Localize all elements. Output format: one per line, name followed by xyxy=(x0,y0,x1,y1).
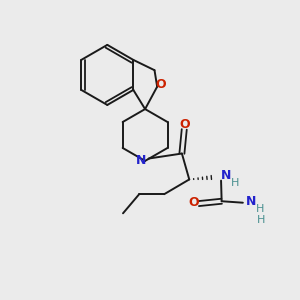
Text: H: H xyxy=(257,215,265,225)
Text: O: O xyxy=(156,78,166,91)
Text: O: O xyxy=(188,196,199,209)
Text: H: H xyxy=(256,204,265,214)
Text: N: N xyxy=(221,169,231,182)
Text: O: O xyxy=(179,118,190,130)
Text: H: H xyxy=(231,178,239,188)
Text: N: N xyxy=(136,154,146,167)
Text: N: N xyxy=(246,195,256,208)
